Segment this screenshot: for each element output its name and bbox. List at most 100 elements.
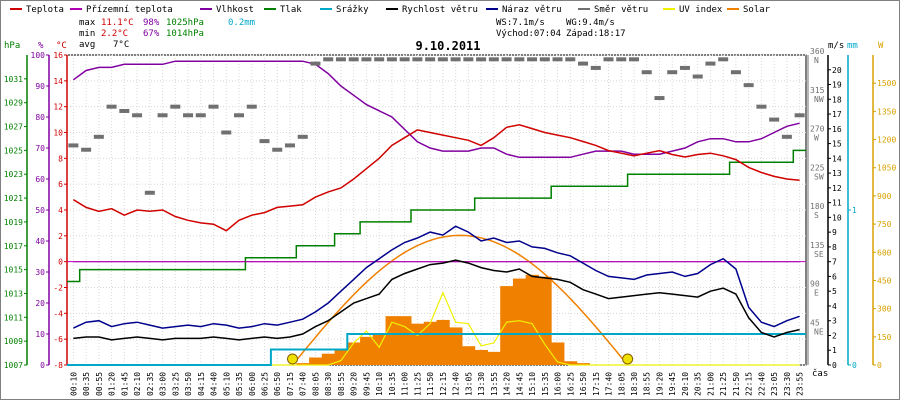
x-tick-label: 23:55 bbox=[796, 372, 805, 396]
stats-max-temp: 11.1°C bbox=[101, 18, 134, 28]
x-tick-label: 17:15 bbox=[592, 372, 601, 396]
x-tick-label: 14:20 bbox=[503, 372, 512, 396]
axis-ms-tick-label: 5 bbox=[832, 287, 837, 296]
axis-dir-tick-label: 315 bbox=[810, 86, 825, 95]
legend-label: Srážky bbox=[336, 5, 369, 15]
x-tick-label: 16:00 bbox=[554, 372, 563, 396]
axis-dir-tick-label: 225 bbox=[810, 163, 825, 172]
legend-label: UV index bbox=[679, 5, 723, 15]
axis-temp-tick-label: -8 bbox=[53, 361, 63, 370]
axis-ms-tick-label: 0 bbox=[832, 361, 837, 370]
wind-direction-marker bbox=[451, 57, 461, 61]
axis-dir-compass-label: E bbox=[814, 289, 819, 298]
wind-direction-marker bbox=[247, 105, 257, 109]
wind-direction-marker bbox=[387, 57, 397, 61]
wind-direction-marker bbox=[795, 113, 805, 117]
wind-direction-marker bbox=[642, 70, 652, 74]
wind-direction-marker bbox=[769, 118, 779, 122]
wind-direction-marker bbox=[527, 57, 537, 61]
wind-direction-marker bbox=[425, 57, 435, 61]
axis-hpa-tick-label: 1019 bbox=[4, 218, 23, 227]
stats-min-temp: 2.2°C bbox=[101, 29, 128, 39]
wind-direction-marker bbox=[553, 57, 563, 61]
axis-temp-tick-label: -2 bbox=[53, 284, 63, 293]
wind-direction-marker bbox=[693, 75, 703, 79]
axis-dir-tick-label: 90 bbox=[810, 280, 820, 289]
wind-direction-marker bbox=[540, 57, 550, 61]
axis-dir-compass-label: S bbox=[814, 211, 819, 220]
x-axis-label: čas bbox=[812, 368, 828, 379]
axis-temp-tick-label: 12 bbox=[53, 103, 63, 112]
legend-label: Tlak bbox=[280, 5, 302, 15]
x-tick-label: 18:30 bbox=[630, 372, 639, 396]
wind-direction-marker bbox=[476, 57, 486, 61]
axis-w-tick-label: 150 bbox=[877, 333, 892, 342]
axis-hpa-tick-label: 1015 bbox=[4, 266, 23, 275]
stats-max-rain: 0.2mm bbox=[228, 18, 255, 28]
wind-direction-marker bbox=[514, 57, 524, 61]
axis-w-tick-label: 1350 bbox=[877, 107, 896, 116]
axis-temp-tick-label: 14 bbox=[53, 77, 63, 86]
stats-min-press: 1014hPa bbox=[166, 29, 204, 39]
legend-label: Směr větru bbox=[594, 5, 648, 15]
x-tick-label: 10:10 bbox=[375, 372, 384, 396]
legend-label: Teplota bbox=[26, 5, 64, 15]
x-tick-label: 06:50 bbox=[273, 372, 282, 396]
wind-direction-marker bbox=[718, 57, 728, 61]
x-tick-label: 17:40 bbox=[605, 372, 614, 396]
solar-bar bbox=[335, 350, 348, 365]
axis-ms-tick-label: 6 bbox=[832, 272, 837, 281]
axis-w-tick-label: 1500 bbox=[877, 79, 896, 88]
axis-w-tick-label: 0 bbox=[877, 361, 882, 370]
axis-pct-tick-label: 10 bbox=[35, 330, 45, 339]
x-tick-label: 08:30 bbox=[324, 372, 333, 396]
wind-direction-marker bbox=[349, 57, 359, 61]
wind-direction-marker bbox=[81, 148, 91, 152]
axis-w-tick-label: 600 bbox=[877, 248, 892, 257]
wind-direction-marker bbox=[654, 96, 664, 100]
axis-pct-tick-label: 70 bbox=[35, 144, 45, 153]
wind-direction-marker bbox=[158, 113, 168, 117]
axis-ms-tick-label: 1 bbox=[832, 346, 837, 355]
x-tick-label: 09:45 bbox=[362, 372, 371, 396]
wind-direction-marker bbox=[234, 113, 244, 117]
axis-temp-tick-label: 2 bbox=[58, 232, 63, 241]
solar-bar bbox=[411, 324, 424, 365]
axis-dir-tick-label: 45 bbox=[810, 318, 820, 327]
stats-max-press: 1025hPa bbox=[166, 18, 204, 28]
x-tick-label: 19:45 bbox=[668, 372, 677, 396]
x-tick-label: 07:15 bbox=[286, 372, 295, 396]
axis-dir-compass-label: NW bbox=[814, 95, 824, 104]
axis-unit-ms: m/s bbox=[828, 41, 844, 51]
axis-dir-compass-label: SE bbox=[814, 250, 824, 259]
x-tick-label: 19:20 bbox=[655, 372, 664, 396]
stats-avg-temp: 7°C bbox=[113, 40, 129, 50]
axis-w-tick-label: 1050 bbox=[877, 164, 896, 173]
axis-pct-tick-label: 50 bbox=[35, 206, 45, 215]
x-tick-label: 15:10 bbox=[528, 372, 537, 396]
axis-unit-mm: mm bbox=[847, 41, 858, 51]
wind-direction-marker bbox=[412, 57, 422, 61]
axis-ms-tick-label: 12 bbox=[832, 184, 842, 193]
axis-ms-tick-label: 18 bbox=[832, 95, 842, 104]
stats-avg-label: avg bbox=[79, 40, 95, 50]
chart-title: 9.10.2011 bbox=[415, 39, 480, 53]
wind-direction-marker bbox=[336, 57, 346, 61]
x-tick-label: 08:05 bbox=[311, 372, 320, 396]
axis-ms-tick-label: 13 bbox=[832, 169, 842, 178]
axis-pct-tick-label: 90 bbox=[35, 82, 45, 91]
axis-mm-tick-label: 0 bbox=[852, 361, 857, 370]
wind-direction-marker bbox=[705, 62, 715, 66]
x-tick-label: 20:35 bbox=[694, 372, 703, 396]
x-tick-label: 04:40 bbox=[210, 372, 219, 396]
axis-ms-tick-label: 19 bbox=[832, 81, 842, 90]
wind-direction-marker bbox=[119, 109, 129, 113]
wind-direction-marker bbox=[323, 57, 333, 61]
wind-direction-marker bbox=[502, 57, 512, 61]
wind-direction-marker bbox=[272, 148, 282, 152]
solar-bar bbox=[500, 286, 513, 365]
x-tick-label: 11:50 bbox=[426, 372, 435, 396]
x-tick-label: 06:00 bbox=[248, 372, 257, 396]
wind-direction-marker bbox=[463, 57, 473, 61]
wind-direction-marker bbox=[310, 62, 320, 66]
